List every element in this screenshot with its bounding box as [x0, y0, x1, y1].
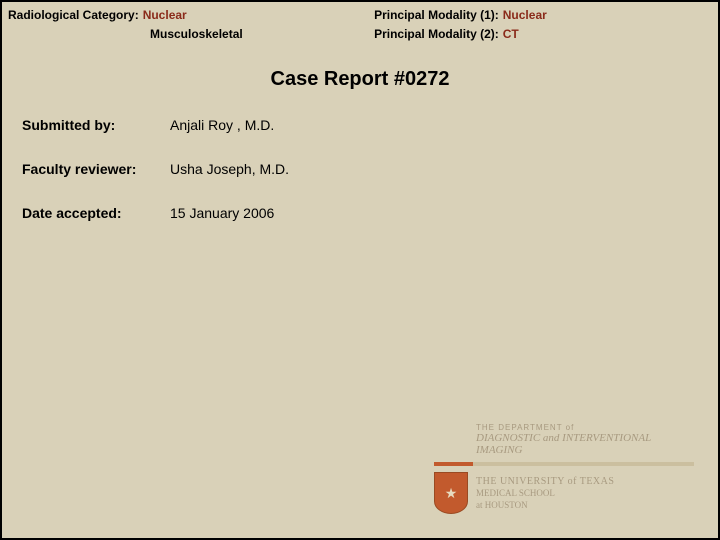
- department-text: THE DEPARTMENT of: [434, 423, 694, 432]
- rad-category-value: Nuclear: [143, 6, 187, 25]
- reviewer-row: Faculty reviewer: Usha Joseph, M.D.: [22, 161, 718, 177]
- rad-category-value-2: Musculoskeletal: [150, 27, 243, 41]
- institution-logo-block: THE DEPARTMENT of DIAGNOSTIC and INTERVE…: [434, 423, 694, 514]
- ut-line-3: at HOUSTON: [476, 500, 614, 512]
- header-section: Radiological Category: Nuclear Principal…: [2, 2, 718, 46]
- rad-category-label: Radiological Category:: [8, 6, 139, 25]
- submitted-row: Submitted by: Anjali Roy , M.D.: [22, 117, 718, 133]
- shield-icon: ★: [434, 472, 468, 514]
- modality-2-value: CT: [503, 25, 519, 44]
- header-row-2: Musculoskeletal Principal Modality (2): …: [8, 25, 712, 44]
- reviewer-value: Usha Joseph, M.D.: [170, 161, 289, 177]
- info-table: Submitted by: Anjali Roy , M.D. Faculty …: [2, 117, 718, 221]
- ut-line-1: THE UNIVERSITY of TEXAS: [476, 475, 614, 488]
- university-text: THE UNIVERSITY of TEXAS MEDICAL SCHOOL a…: [476, 475, 614, 511]
- date-value: 15 January 2006: [170, 205, 274, 221]
- submitted-label: Submitted by:: [22, 117, 170, 133]
- rad-category-cell: Radiological Category: Nuclear: [8, 6, 374, 25]
- university-row: ★ THE UNIVERSITY of TEXAS MEDICAL SCHOOL…: [434, 472, 694, 514]
- modality-1-value: Nuclear: [503, 6, 547, 25]
- modality-1-label: Principal Modality (1):: [374, 6, 499, 25]
- star-icon: ★: [445, 485, 458, 502]
- case-title: Case Report #0272: [2, 68, 718, 91]
- header-row-1: Radiological Category: Nuclear Principal…: [8, 6, 712, 25]
- modality-2-label: Principal Modality (2):: [374, 25, 499, 44]
- logo-separator: [434, 462, 694, 466]
- date-label: Date accepted:: [22, 205, 170, 221]
- diagnostic-text: DIAGNOSTIC and INTERVENTIONAL IMAGING: [434, 432, 694, 456]
- rad-category-cell-2: Musculoskeletal: [8, 25, 374, 44]
- modality-1-cell: Principal Modality (1): Nuclear: [374, 6, 712, 25]
- submitted-value: Anjali Roy , M.D.: [170, 117, 274, 133]
- reviewer-label: Faculty reviewer:: [22, 161, 170, 177]
- date-row: Date accepted: 15 January 2006: [22, 205, 718, 221]
- ut-line-2: MEDICAL SCHOOL: [476, 488, 614, 500]
- modality-2-cell: Principal Modality (2): CT: [374, 25, 712, 44]
